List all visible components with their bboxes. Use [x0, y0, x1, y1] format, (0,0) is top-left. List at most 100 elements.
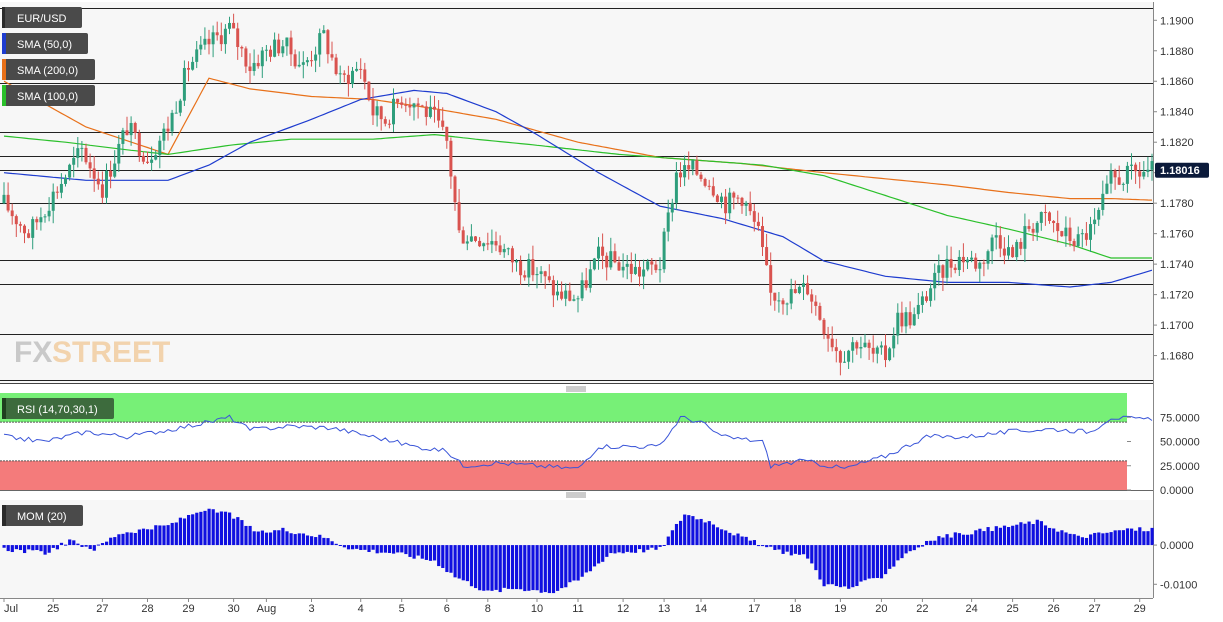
legend-rsi[interactable]: RSI (14,70,30,1) — [2, 398, 114, 419]
momentum-bar — [752, 540, 756, 546]
price-tick-label: 1.1820 — [1160, 137, 1194, 149]
momentum-bar — [445, 545, 449, 573]
candle-body — [625, 263, 629, 267]
legend-sma200[interactable]: SMA (200,0) — [2, 59, 95, 80]
momentum-bar — [228, 512, 232, 546]
legend-symbol[interactable]: EUR/USD — [2, 7, 82, 28]
candle-body — [80, 147, 84, 149]
momentum-bar — [785, 545, 789, 552]
rsi-tick-label: 50.0000 — [1160, 437, 1200, 449]
time-tick-label: 19 — [834, 603, 846, 615]
candle-body — [502, 249, 506, 253]
legend-sma100[interactable]: SMA (100,0) — [2, 85, 95, 106]
candle-body — [711, 186, 715, 196]
candle-body — [1076, 234, 1080, 247]
momentum-bar — [994, 526, 998, 546]
momentum-bar — [387, 545, 392, 554]
candle-body — [1080, 233, 1084, 235]
momentum-bar — [256, 531, 260, 546]
legend-sma50[interactable]: SMA (50,0) — [2, 33, 88, 54]
sma-lines — [3, 77, 1153, 288]
candle-body — [264, 49, 268, 51]
candle-body — [740, 197, 744, 206]
candle-body — [248, 66, 252, 72]
momentum-bar — [441, 545, 445, 568]
momentum-bar — [843, 545, 847, 587]
candle-body — [326, 30, 330, 55]
candle-body — [748, 202, 752, 212]
momentum-bar — [1121, 530, 1125, 546]
candle-body — [629, 263, 633, 274]
momentum-bar — [658, 545, 662, 547]
momentum-bar — [478, 545, 482, 591]
momentum-bar — [310, 536, 314, 546]
candle-body — [781, 300, 785, 305]
momentum-bar — [211, 509, 215, 546]
momentum-bar — [519, 545, 523, 590]
candle-body — [703, 179, 707, 186]
candle-body — [6, 194, 10, 211]
momentum-bar — [457, 545, 461, 579]
candle-body — [2, 194, 6, 204]
momentum-bar — [896, 545, 900, 561]
candle-body — [416, 103, 420, 106]
price-tick-label: 1.1860 — [1160, 76, 1194, 88]
momentum-bar — [367, 545, 371, 553]
momentum-bar — [580, 545, 584, 577]
momentum-bar — [970, 534, 974, 546]
momentum-bar — [215, 512, 219, 546]
momentum-bar — [703, 522, 707, 546]
sma50-line — [3, 89, 1153, 288]
time-tick-label: 25 — [1006, 603, 1018, 615]
momentum-bar — [92, 545, 96, 551]
momentum-bar — [498, 545, 502, 593]
momentum-bar — [949, 537, 953, 546]
momentum-bar — [797, 545, 802, 555]
candle-body — [867, 342, 871, 348]
candle-body — [1113, 170, 1117, 178]
candle-body — [982, 262, 986, 264]
momentum-bar — [490, 545, 494, 591]
candle-body — [695, 160, 699, 175]
price-tick-label: 1.1720 — [1160, 290, 1194, 302]
candle-body — [1093, 219, 1097, 225]
candle-body — [211, 32, 215, 45]
candle-body — [802, 283, 805, 287]
candle-body — [1035, 222, 1039, 233]
candle-body — [187, 67, 190, 70]
momentum-bar — [420, 545, 424, 559]
time-tick-label: 18 — [789, 603, 801, 615]
momentum-bar — [248, 525, 252, 546]
momentum-bar — [888, 545, 892, 569]
candle-body — [884, 345, 887, 361]
momentum-bar — [638, 545, 642, 550]
momentum-bar — [396, 545, 400, 553]
candle-body — [1142, 171, 1146, 177]
candle-body — [285, 37, 289, 47]
momentum-bar — [281, 527, 285, 546]
candle-body — [679, 172, 682, 178]
momentum-bar — [244, 525, 248, 546]
momentum-bar — [654, 545, 658, 550]
momentum-bar — [695, 519, 699, 546]
candle-body — [978, 262, 982, 269]
candle-body — [670, 202, 674, 213]
candle-body — [1134, 164, 1138, 172]
momentum-bar — [1023, 523, 1027, 546]
momentum-bar — [539, 545, 543, 593]
panel-resize-handle[interactable] — [566, 386, 586, 392]
legend-mom[interactable]: MOM (20) — [2, 505, 83, 526]
candle-body — [375, 106, 379, 116]
momentum-bar — [293, 534, 297, 546]
momentum-bar — [1011, 525, 1015, 546]
candle-body — [543, 271, 547, 277]
candle-body — [76, 148, 80, 158]
momentum-bar — [814, 545, 818, 571]
panel-resize-handle[interactable] — [566, 492, 586, 498]
momentum-bar — [47, 545, 51, 553]
momentum-bar — [18, 545, 23, 551]
momentum-bar — [826, 545, 830, 585]
momentum-bar — [433, 545, 437, 561]
candle-body — [125, 130, 129, 136]
time-tick-label: 10 — [531, 603, 543, 615]
